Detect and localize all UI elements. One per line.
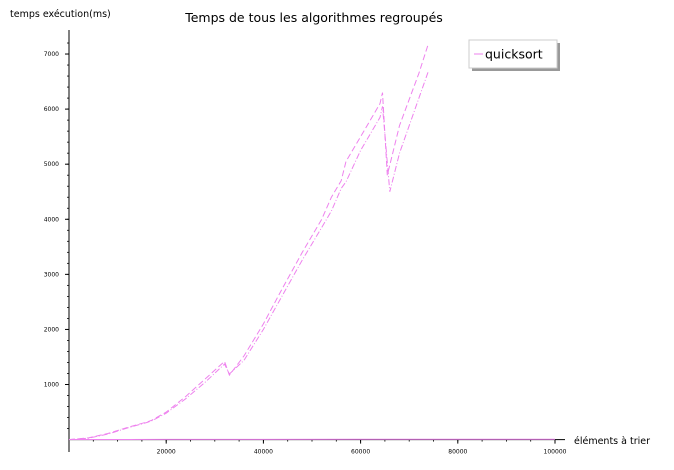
axes: 20000 40000 60000 80000 100000 1000 2000 3000 40…	[44, 30, 567, 456]
legend-box	[468, 39, 558, 69]
y-tick-label: 3000	[44, 271, 59, 278]
x-tick-label: 100000	[544, 449, 567, 456]
legend-label: quicksort	[485, 47, 543, 62]
y-tick-label: 1000	[44, 382, 59, 389]
y-tick-label: 7000	[44, 51, 59, 58]
x-axis-label: éléments à trier	[574, 436, 650, 447]
y-axis-label: temps exécution(ms)	[10, 9, 111, 20]
y-tick-label: 4000	[44, 216, 59, 223]
chart-title: Temps de tous les algorithmes regroupés	[184, 10, 443, 25]
y-tick-label: 2000	[44, 326, 59, 333]
x-tick-label: 80000	[448, 449, 467, 456]
series-line-1	[68, 42, 430, 441]
y-tick-label: 6000	[44, 106, 59, 113]
legend: quicksort	[468, 39, 560, 71]
y-tick-label: 5000	[44, 161, 59, 168]
x-tick-label: 20000	[157, 449, 176, 456]
x-tick-label: 60000	[351, 449, 370, 456]
series-layer	[68, 42, 556, 441]
series-line-2	[68, 70, 430, 441]
x-tick-label: 40000	[254, 449, 273, 456]
